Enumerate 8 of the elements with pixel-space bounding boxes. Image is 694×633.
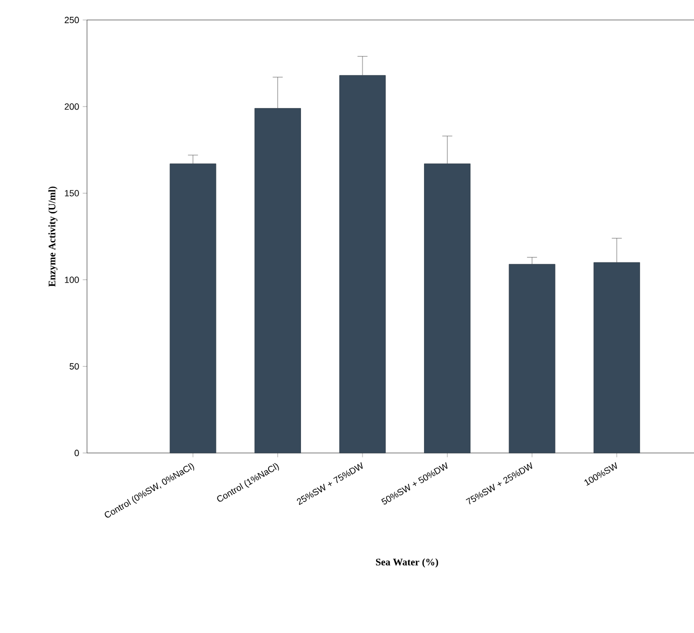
y-tick-label: 0 (74, 450, 79, 456)
y-tick-label: 100 (64, 276, 79, 283)
y-axis-title: Enzyme Activity (U/ml) (48, 186, 58, 287)
y-tick-label: 50 (70, 363, 79, 370)
y-tick-label: 150 (64, 190, 79, 196)
y-tick-label: 200 (64, 103, 79, 110)
y-tick-label: 250 (64, 16, 79, 24)
x-axis-title: Sea Water (%) (376, 558, 438, 568)
